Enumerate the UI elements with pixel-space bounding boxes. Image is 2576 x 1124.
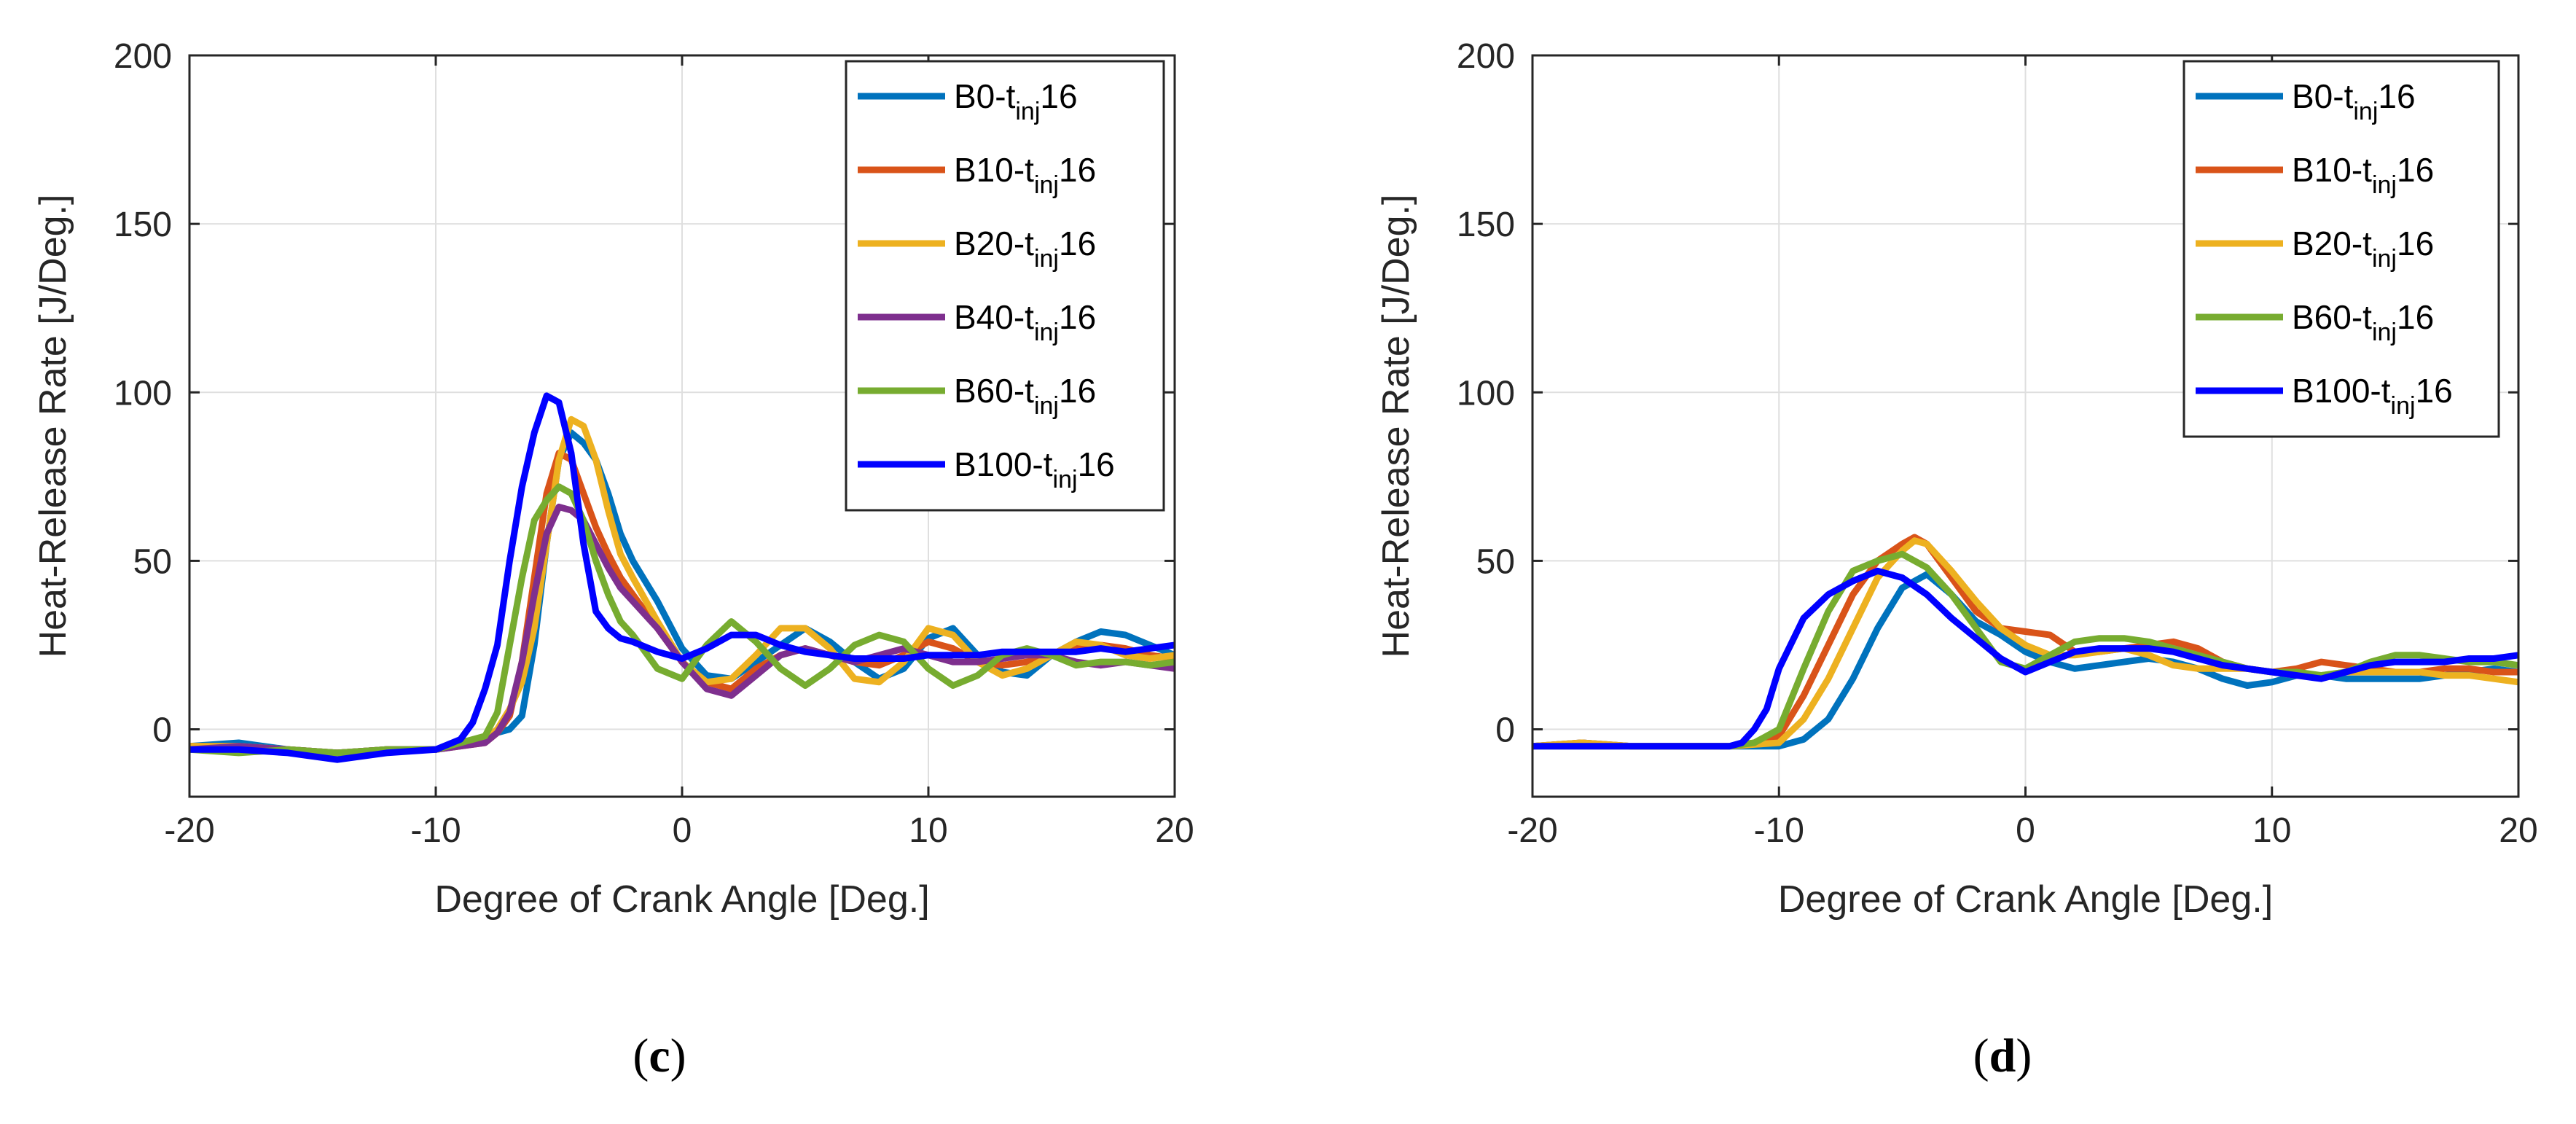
y-axis-title: Heat-Release Rate [J/Deg.] (32, 195, 74, 658)
y-tick-label: 200 (1457, 37, 1515, 76)
y-tick-label: 50 (133, 542, 172, 581)
legend-label: B100-tinj16 (954, 445, 1115, 493)
series-line-B0-tinj16 (1532, 571, 2518, 750)
y-tick-label: 100 (114, 374, 172, 413)
x-tick-label: 20 (1155, 811, 1194, 850)
x-tick-label: 0 (673, 811, 692, 850)
legend-label: B100-tinj16 (2292, 372, 2453, 420)
y-tick-label: 50 (1476, 542, 1515, 581)
legend-box (845, 60, 1165, 512)
legend-label: B0-tinj16 (2292, 77, 2416, 125)
y-tick-label: 0 (152, 711, 172, 750)
x-tick-label: 10 (2252, 811, 2291, 850)
legend-label: B60-tinj16 (954, 372, 1096, 420)
legend-label: B20-tinj16 (2292, 225, 2434, 273)
series-line-B60-tinj16 (1532, 550, 2518, 750)
x-tick-label: -20 (164, 811, 214, 850)
legend-label: B10-tinj16 (2292, 151, 2434, 199)
y-tick-label: 150 (114, 206, 172, 244)
x-tick-label: -20 (1507, 811, 1557, 850)
legend-box (2182, 60, 2500, 438)
legend-label: B20-tinj16 (954, 225, 1096, 273)
series-line-B100-tinj16 (1532, 567, 2518, 750)
x-tick-label: 0 (2016, 811, 2035, 850)
series-line-B100-tinj16 (189, 392, 1175, 763)
legend-label: B60-tinj16 (2292, 298, 2434, 346)
legend-label: B0-tinj16 (954, 77, 1078, 125)
y-axis-title: Heat-Release Rate [J/Deg.] (1375, 195, 1417, 658)
x-axis-title: Degree of Crank Angle [Deg.] (434, 878, 929, 921)
series-lines (189, 392, 1175, 763)
x-axis-title: Degree of Crank Angle [Deg.] (1778, 878, 2273, 921)
x-tick-label: -10 (1754, 811, 1804, 850)
series-line-B40-tinj16 (189, 503, 1175, 757)
y-tick-label: 100 (1457, 374, 1515, 413)
panel-label: (c) (633, 1029, 686, 1082)
x-tick-label: 20 (2499, 811, 2537, 850)
y-tick-label: 0 (1495, 711, 1515, 750)
legend-label: B40-tinj16 (954, 298, 1096, 346)
y-tick-label: 200 (114, 37, 172, 76)
x-tick-label: 10 (909, 811, 947, 850)
series-lines (1532, 534, 2518, 750)
legend-label: B10-tinj16 (954, 151, 1096, 199)
panel-label: (d) (1973, 1029, 2032, 1082)
x-tick-label: -10 (410, 811, 461, 850)
y-tick-label: 150 (1457, 206, 1515, 244)
